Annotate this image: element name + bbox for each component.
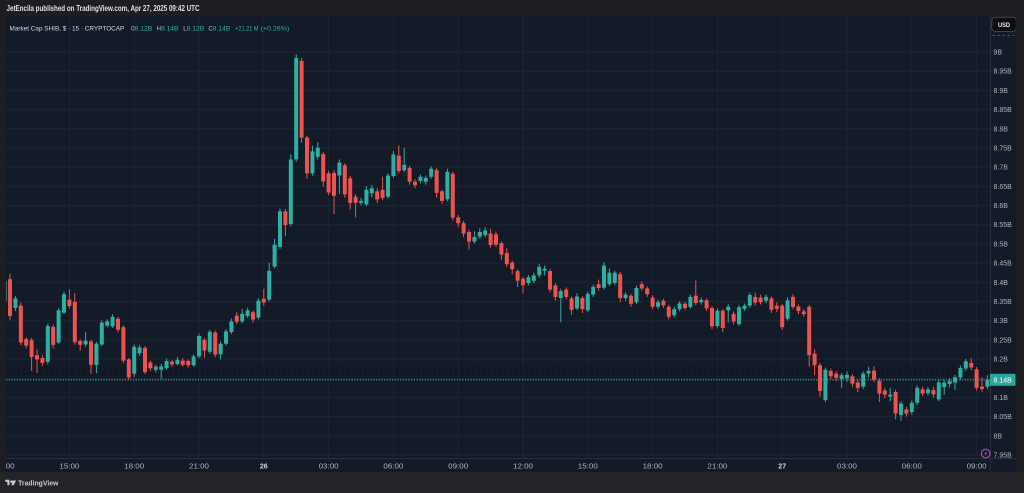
svg-text:8.2B: 8.2B: [994, 357, 1009, 364]
svg-text:8.75B: 8.75B: [994, 145, 1013, 152]
svg-text:8.35B: 8.35B: [994, 299, 1013, 306]
svg-text:06:00: 06:00: [383, 464, 403, 471]
svg-text:8.12B: 8.12B: [187, 26, 205, 33]
svg-text:8.9B: 8.9B: [994, 88, 1009, 95]
svg-text:21:00: 21:00: [189, 464, 209, 471]
svg-text:C: C: [208, 26, 213, 33]
svg-text:27: 27: [778, 464, 786, 471]
svg-text:09:00: 09:00: [448, 464, 468, 471]
svg-text:15:00: 15:00: [59, 464, 79, 471]
svg-text:06:00: 06:00: [902, 464, 922, 471]
svg-text:12:00: 12:00: [513, 464, 533, 471]
svg-text:15:00: 15:00: [578, 464, 598, 471]
svg-text:8.55B: 8.55B: [994, 222, 1013, 229]
svg-text:(+0.26%): (+0.26%): [261, 26, 290, 33]
svg-text:8.7B: 8.7B: [994, 165, 1009, 172]
svg-text:+21.21 M: +21.21 M: [235, 26, 258, 33]
svg-text:8.85B: 8.85B: [994, 107, 1013, 114]
svg-text:TradingView: TradingView: [18, 479, 58, 488]
svg-text:03:00: 03:00: [319, 464, 339, 471]
svg-text:26: 26: [260, 464, 268, 471]
svg-text:18:00: 18:00: [124, 464, 144, 471]
svg-text:8.25B: 8.25B: [994, 337, 1013, 344]
svg-text:8.95B: 8.95B: [994, 69, 1013, 76]
svg-text:8.65B: 8.65B: [994, 184, 1013, 191]
svg-text:H: H: [157, 26, 161, 33]
svg-text:8.5B: 8.5B: [994, 241, 1009, 248]
svg-text:21:00: 21:00: [707, 464, 727, 471]
svg-text:09:00: 09:00: [967, 464, 987, 471]
svg-text:8.14B: 8.14B: [161, 26, 179, 33]
svg-text:Market Cap SHIB, $ · 15 · CRYP: Market Cap SHIB, $ · 15 · CRYPTOCAP: [10, 26, 125, 33]
svg-text:8.14B: 8.14B: [213, 26, 231, 33]
svg-text:O: O: [131, 26, 135, 33]
svg-text:8.8B: 8.8B: [994, 126, 1009, 133]
svg-text:8.45B: 8.45B: [994, 261, 1013, 268]
svg-text:9B: 9B: [994, 50, 1003, 57]
svg-text:USD: USD: [998, 22, 1010, 29]
svg-text:8B: 8B: [994, 433, 1003, 440]
svg-text:8.3B: 8.3B: [994, 318, 1009, 325]
svg-text:8.14B: 8.14B: [994, 377, 1013, 384]
svg-text:03:00: 03:00: [837, 464, 857, 471]
svg-text:8.6B: 8.6B: [994, 203, 1009, 210]
svg-text:8.12B: 8.12B: [135, 26, 153, 33]
svg-text:7.95B: 7.95B: [994, 453, 1013, 460]
svg-text:8.4B: 8.4B: [994, 280, 1009, 287]
svg-text:12:00: 12:00: [0, 464, 15, 471]
svg-text:18:00: 18:00: [643, 464, 663, 471]
svg-text:8.1B: 8.1B: [994, 395, 1009, 402]
svg-text:8.05B: 8.05B: [994, 414, 1013, 421]
svg-text:L: L: [183, 26, 187, 33]
svg-text:JetEncila published on Trading: JetEncila published on TradingView.com, …: [7, 4, 200, 13]
